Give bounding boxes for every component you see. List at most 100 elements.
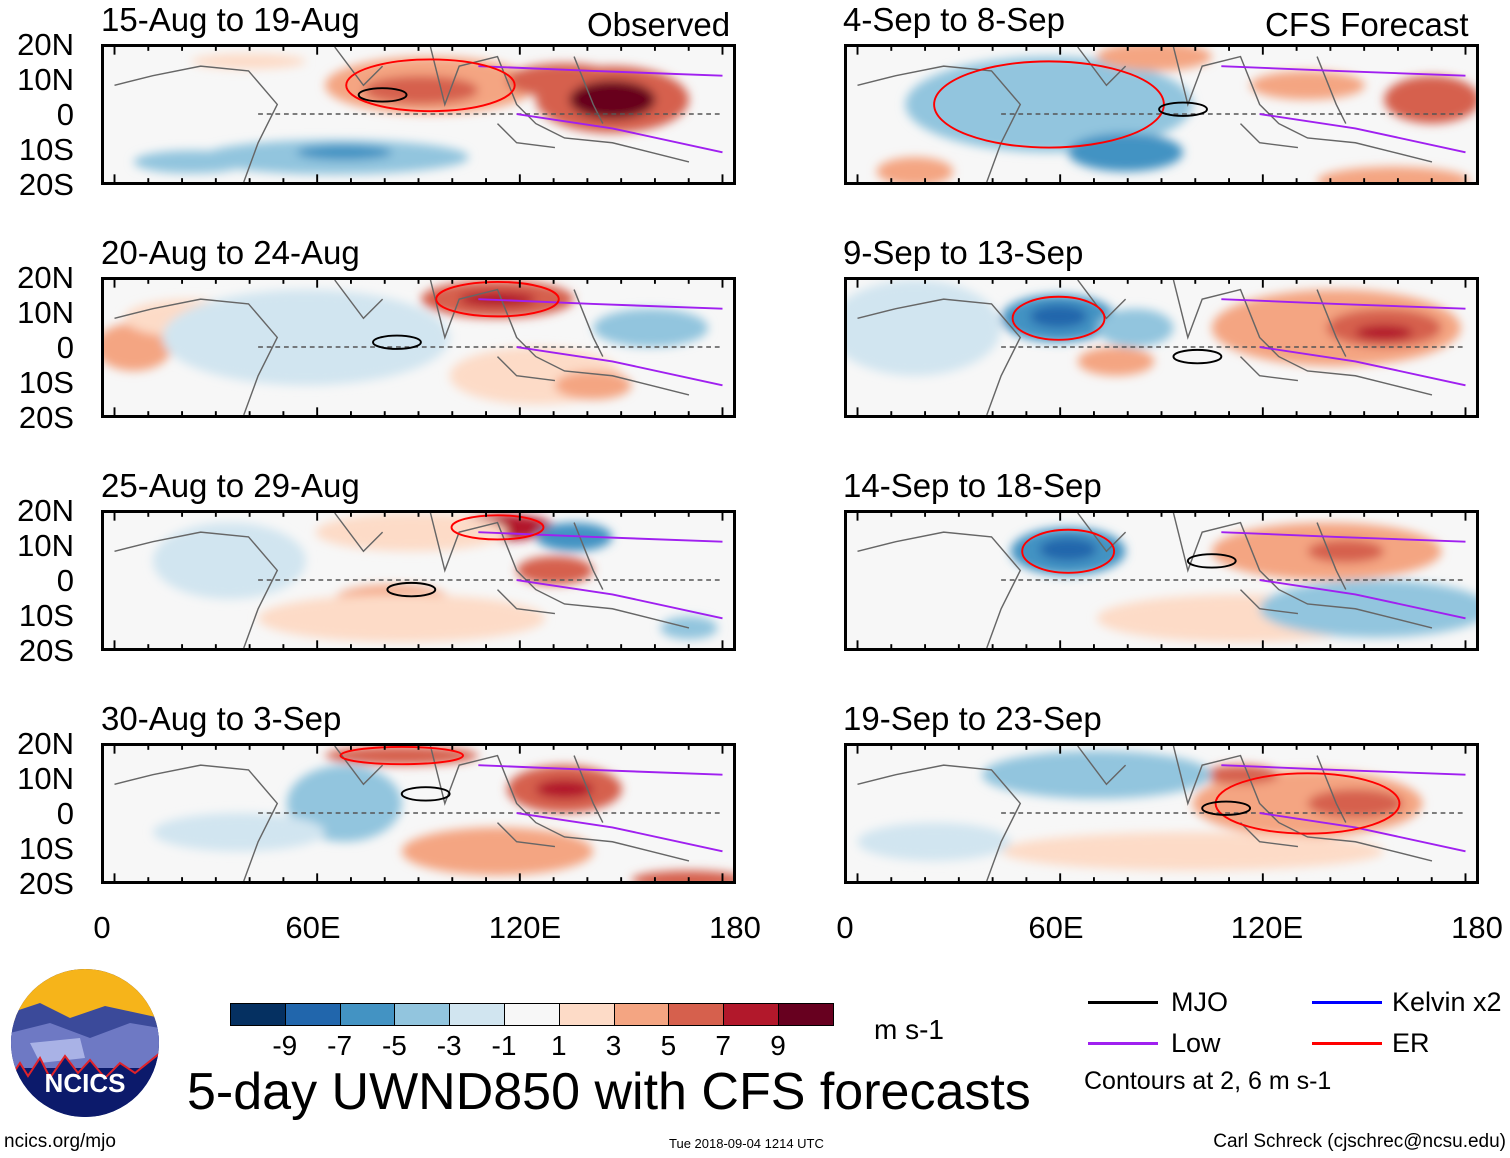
legend-kelvin: Kelvin x2 — [1392, 987, 1502, 1017]
anomaly-shading — [660, 616, 718, 640]
anomaly-shading — [152, 813, 326, 852]
y-tick-label: 0 — [56, 330, 74, 365]
er-contour — [435, 280, 560, 318]
er-contour — [1011, 295, 1106, 341]
anomaly-shading — [315, 513, 508, 552]
low-contour — [1221, 531, 1466, 620]
anomaly-shading — [554, 370, 632, 400]
anomaly-shading — [1317, 166, 1471, 182]
panel-title-obs-1: 15-Aug to 19-Aug — [101, 1, 360, 38]
anomaly-shading — [1202, 765, 1279, 785]
anomaly-shading — [1039, 537, 1097, 561]
y-tick-label: 10S — [18, 132, 74, 167]
colorbar-swatch — [230, 1003, 286, 1026]
colorbar-tick-label: -1 — [491, 1030, 517, 1061]
anomaly-shading — [133, 150, 249, 174]
colorbar-tick-label: 7 — [715, 1030, 731, 1061]
y-tick-label: 10S — [18, 831, 74, 866]
cfs-forecast-label: CFS Forecast — [1265, 6, 1469, 43]
anomaly-shading — [593, 308, 709, 348]
legend-line-low — [1088, 1042, 1158, 1045]
x-tick-right-60e: 60E — [1028, 910, 1084, 945]
er-contour — [450, 514, 545, 541]
panel-title-fc-1: 4-Sep to 8-Sep — [843, 1, 1065, 38]
anomaly-shading — [1096, 47, 1212, 71]
colorbar-swatch — [284, 1003, 341, 1026]
y-tick-label: 10S — [18, 598, 74, 633]
colorbar-swatch — [668, 1003, 725, 1026]
colorbar-swatch — [778, 1003, 834, 1026]
anomaly-shading — [325, 746, 479, 766]
y-tick-label: 20S — [18, 866, 74, 901]
anomaly-shading — [876, 157, 954, 182]
er-contour — [339, 746, 464, 766]
panel-title-fc-2: 9-Sep to 13-Sep — [843, 234, 1084, 271]
legend-low: Low — [1171, 1028, 1221, 1058]
map-panel-obs-4 — [101, 743, 736, 884]
low-contour — [1221, 298, 1466, 387]
anomaly-shading — [1355, 325, 1413, 341]
map-panel-obs-3 — [101, 510, 736, 651]
anomaly-shading — [1001, 832, 1385, 871]
y-tick-label: 20S — [18, 633, 74, 668]
colorbar-swatch — [504, 1003, 560, 1026]
anomaly-shading — [981, 750, 1212, 799]
y-tick-label: 10S — [18, 365, 74, 400]
colorbar-tick-label: -7 — [327, 1030, 353, 1061]
colorbar-swatch — [394, 1003, 451, 1026]
colorbar-swatch — [558, 1003, 615, 1026]
y-tick-label: 10N — [17, 295, 74, 330]
anomaly-shading — [516, 556, 594, 585]
x-tick-left-60e: 60E — [285, 910, 341, 945]
low-contour — [1221, 65, 1466, 154]
anomaly-shading — [258, 594, 546, 643]
colorbar-swatch — [339, 1003, 396, 1026]
footer-author: Carl Schreck (cjschrec@ncsu.edu) — [1213, 1131, 1506, 1152]
anomaly-shading — [1384, 75, 1476, 124]
map-panel-fc-2 — [844, 277, 1479, 418]
footer-site-link[interactable]: ncics.org/mjo — [4, 1131, 116, 1152]
x-tick-right-0: 0 — [836, 910, 854, 945]
x-tick-left-0: 0 — [93, 910, 111, 945]
legend-line-kelvin — [1312, 1001, 1382, 1004]
er-contour — [1214, 772, 1401, 835]
anomaly-shading — [631, 870, 733, 881]
anomaly-shading — [1029, 304, 1088, 328]
y-tick-label: 10N — [17, 528, 74, 563]
colorbar-swatch — [613, 1003, 670, 1026]
low-contour — [1221, 764, 1466, 853]
panel-title-fc-4: 19-Sep to 23-Sep — [843, 700, 1102, 737]
colorbar-units: m s-1 — [874, 1014, 944, 1045]
y-tick-label: 20S — [18, 400, 74, 435]
er-contour — [1021, 528, 1116, 574]
anomaly-shading — [857, 822, 1011, 861]
colorbar-swatch — [449, 1003, 505, 1026]
mjo-contour — [400, 786, 451, 802]
observed-label: Observed — [587, 6, 731, 43]
y-tick-label: 20N — [17, 27, 74, 62]
colorbar-tick-label: 5 — [660, 1030, 677, 1061]
y-tick-label: 0 — [56, 563, 74, 598]
low-contour — [478, 531, 723, 620]
panel-title-obs-4: 30-Aug to 3-Sep — [101, 700, 342, 737]
low-contour — [478, 65, 723, 154]
legend-line-mjo — [1088, 1001, 1158, 1004]
map-panel-obs-2 — [101, 277, 736, 418]
anomaly-shading — [847, 280, 1002, 376]
y-tick-label: 20N — [17, 493, 74, 528]
anomaly-shading — [1250, 70, 1365, 100]
x-tick-left-120e: 120E — [488, 910, 562, 945]
mjo-contour — [386, 581, 437, 598]
anomaly-shading — [1077, 347, 1155, 376]
colorbar-tick-label: -9 — [272, 1030, 298, 1061]
mjo-contour — [1158, 101, 1208, 117]
y-tick-label: 10N — [17, 761, 74, 796]
legend-line-er — [1312, 1042, 1382, 1045]
logo-text: NCICS — [45, 1068, 126, 1098]
figure-title: 5-day UWND850 with CFS forecasts — [187, 1063, 1031, 1121]
anomaly-shading — [569, 80, 656, 119]
y-tick-label: 0 — [56, 796, 74, 831]
anomaly-shading — [363, 75, 479, 105]
low-contour — [478, 764, 723, 853]
contour-note: Contours at 2, 6 m s-1 — [1084, 1067, 1332, 1095]
